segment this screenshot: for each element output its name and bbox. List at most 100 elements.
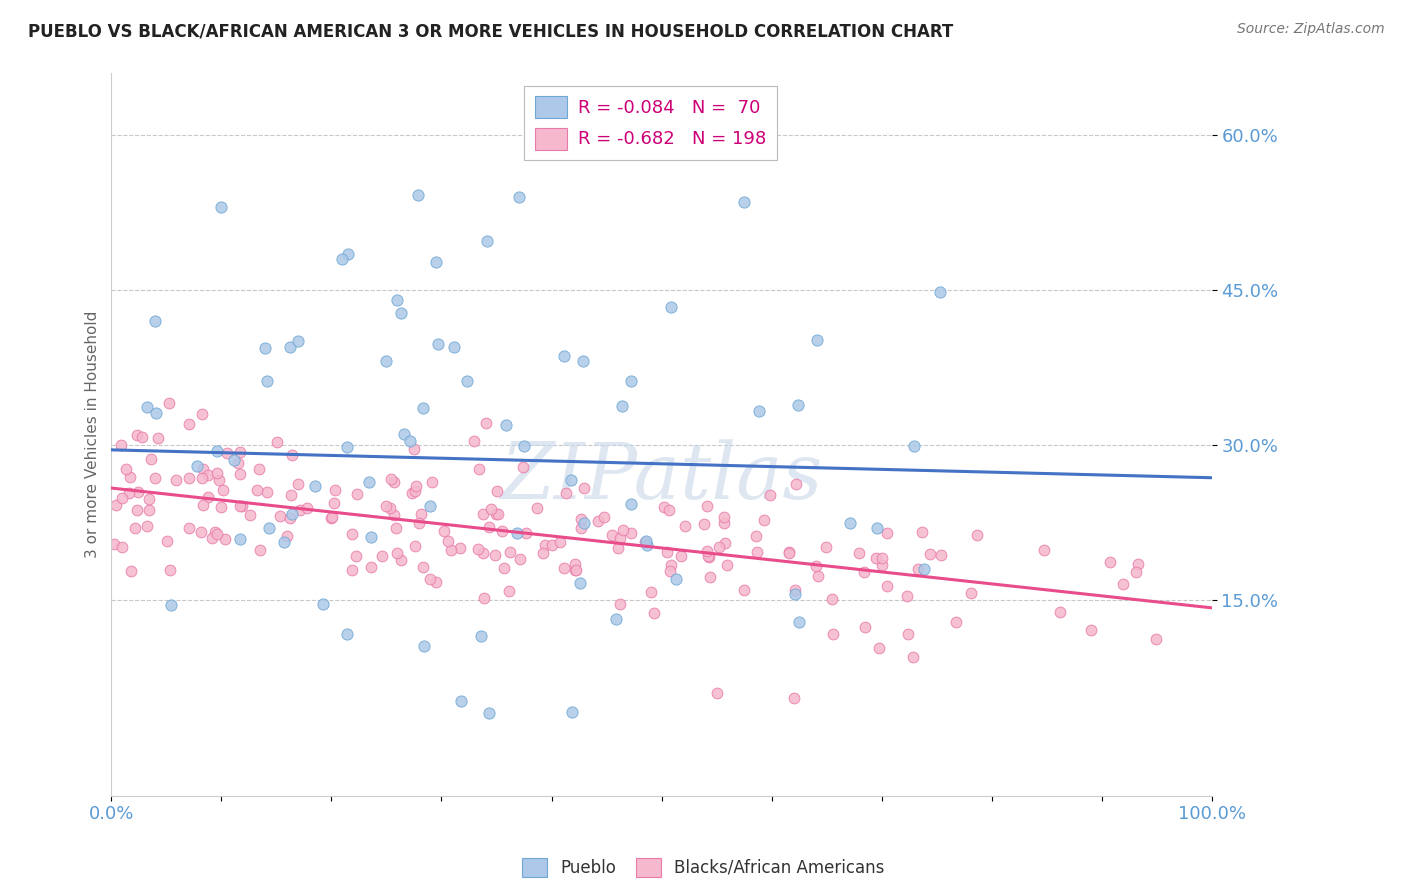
Point xyxy=(903,438,925,452)
Point xyxy=(136,518,159,533)
Point xyxy=(420,475,443,490)
Point xyxy=(785,476,807,491)
Point xyxy=(643,606,665,620)
Point xyxy=(389,553,412,567)
Point xyxy=(806,558,828,573)
Point xyxy=(491,524,513,539)
Point xyxy=(785,583,807,598)
Point xyxy=(209,500,232,514)
Point xyxy=(193,498,215,512)
Point xyxy=(385,546,408,560)
Point xyxy=(276,529,298,543)
Point xyxy=(1112,576,1135,591)
Point xyxy=(866,521,889,535)
Point xyxy=(572,481,595,495)
Point xyxy=(929,548,952,562)
Point xyxy=(560,473,582,487)
Point xyxy=(111,491,134,506)
Point xyxy=(382,475,405,490)
Point xyxy=(437,534,460,549)
Point xyxy=(105,498,128,512)
Point xyxy=(787,398,810,412)
Point xyxy=(853,619,876,633)
Point xyxy=(620,498,643,512)
Point xyxy=(569,576,592,591)
Point xyxy=(468,462,491,476)
Point xyxy=(406,187,429,202)
Point xyxy=(707,540,730,554)
Point xyxy=(231,500,253,514)
Point xyxy=(745,529,768,543)
Point xyxy=(494,561,516,575)
Point xyxy=(269,508,291,523)
Point xyxy=(508,190,530,204)
Point xyxy=(143,471,166,485)
Point xyxy=(433,524,456,539)
Point xyxy=(495,418,517,433)
Point xyxy=(138,503,160,517)
Point xyxy=(848,546,870,560)
Text: PUEBLO VS BLACK/AFRICAN AMERICAN 3 OR MORE VEHICLES IN HOUSEHOLD CORRELATION CHA: PUEBLO VS BLACK/AFRICAN AMERICAN 3 OR MO… xyxy=(28,22,953,40)
Point xyxy=(748,404,770,418)
Point xyxy=(907,562,929,576)
Point xyxy=(197,468,219,483)
Point xyxy=(945,615,967,629)
Point xyxy=(823,627,845,641)
Point xyxy=(165,474,187,488)
Point xyxy=(693,516,716,531)
Y-axis label: 3 or more Vehicles in Household: 3 or more Vehicles in Household xyxy=(86,310,100,558)
Point xyxy=(565,563,588,577)
Point xyxy=(475,234,498,248)
Point xyxy=(876,579,898,593)
Point xyxy=(659,564,682,578)
Point xyxy=(209,200,232,214)
Point xyxy=(287,477,309,491)
Point xyxy=(404,483,426,498)
Point xyxy=(569,521,592,535)
Point xyxy=(821,591,844,606)
Point xyxy=(256,485,278,500)
Point xyxy=(586,514,609,528)
Point xyxy=(304,479,326,493)
Point xyxy=(190,524,212,539)
Point xyxy=(419,499,441,513)
Point xyxy=(593,510,616,524)
Point xyxy=(478,706,501,721)
Point xyxy=(450,693,472,707)
Point xyxy=(159,563,181,577)
Point xyxy=(401,485,423,500)
Point xyxy=(239,508,262,522)
Point xyxy=(754,513,776,527)
Point xyxy=(332,252,354,266)
Point xyxy=(609,532,631,546)
Point xyxy=(190,407,212,421)
Point xyxy=(408,516,430,530)
Point xyxy=(870,550,893,565)
Point xyxy=(467,542,489,557)
Point xyxy=(138,491,160,506)
Point xyxy=(1125,566,1147,580)
Point xyxy=(901,649,924,664)
Point xyxy=(254,341,277,355)
Point xyxy=(281,449,304,463)
Point xyxy=(295,500,318,515)
Point xyxy=(852,565,875,579)
Point xyxy=(671,549,693,563)
Point xyxy=(778,546,800,560)
Point xyxy=(534,538,557,552)
Point xyxy=(443,340,465,354)
Point xyxy=(509,552,531,566)
Point xyxy=(103,537,125,551)
Point xyxy=(555,486,578,500)
Point xyxy=(553,560,575,574)
Point xyxy=(125,427,148,442)
Point xyxy=(382,508,405,522)
Point xyxy=(321,509,343,524)
Point xyxy=(217,446,239,460)
Point xyxy=(278,511,301,525)
Point xyxy=(696,500,718,514)
Point xyxy=(404,442,426,456)
Point xyxy=(470,629,492,643)
Point xyxy=(471,546,494,560)
Point xyxy=(204,525,226,540)
